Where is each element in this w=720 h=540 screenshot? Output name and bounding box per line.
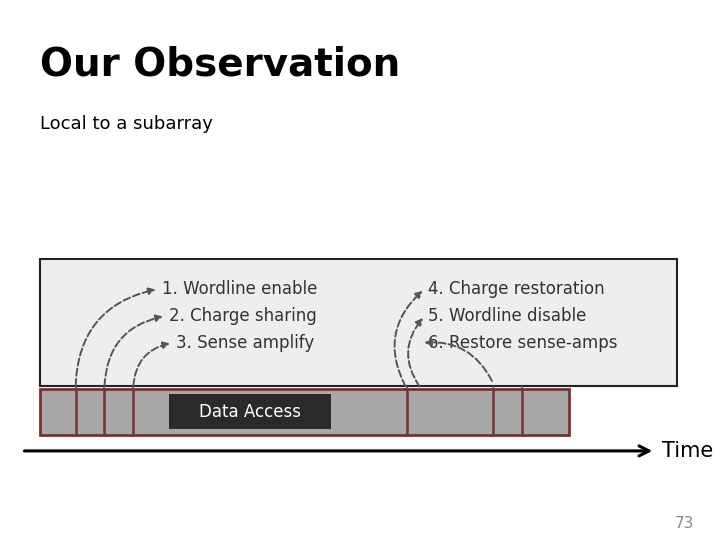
Text: Our Observation: Our Observation	[40, 46, 400, 84]
Text: 5. Wordline disable: 5. Wordline disable	[428, 307, 587, 325]
Text: 73: 73	[675, 516, 693, 531]
FancyBboxPatch shape	[40, 389, 569, 435]
Text: 1. Wordline enable: 1. Wordline enable	[162, 280, 318, 298]
Text: 6. Restore sense-amps: 6. Restore sense-amps	[428, 334, 618, 352]
Text: 4. Charge restoration: 4. Charge restoration	[428, 280, 605, 298]
Text: 2. Charge sharing: 2. Charge sharing	[169, 307, 317, 325]
Text: Local to a subarray: Local to a subarray	[40, 115, 212, 133]
Text: Time: Time	[662, 441, 714, 461]
Text: 3. Sense amplify: 3. Sense amplify	[176, 334, 315, 352]
FancyBboxPatch shape	[169, 394, 331, 429]
Text: Data Access: Data Access	[199, 403, 301, 421]
FancyBboxPatch shape	[40, 259, 677, 386]
